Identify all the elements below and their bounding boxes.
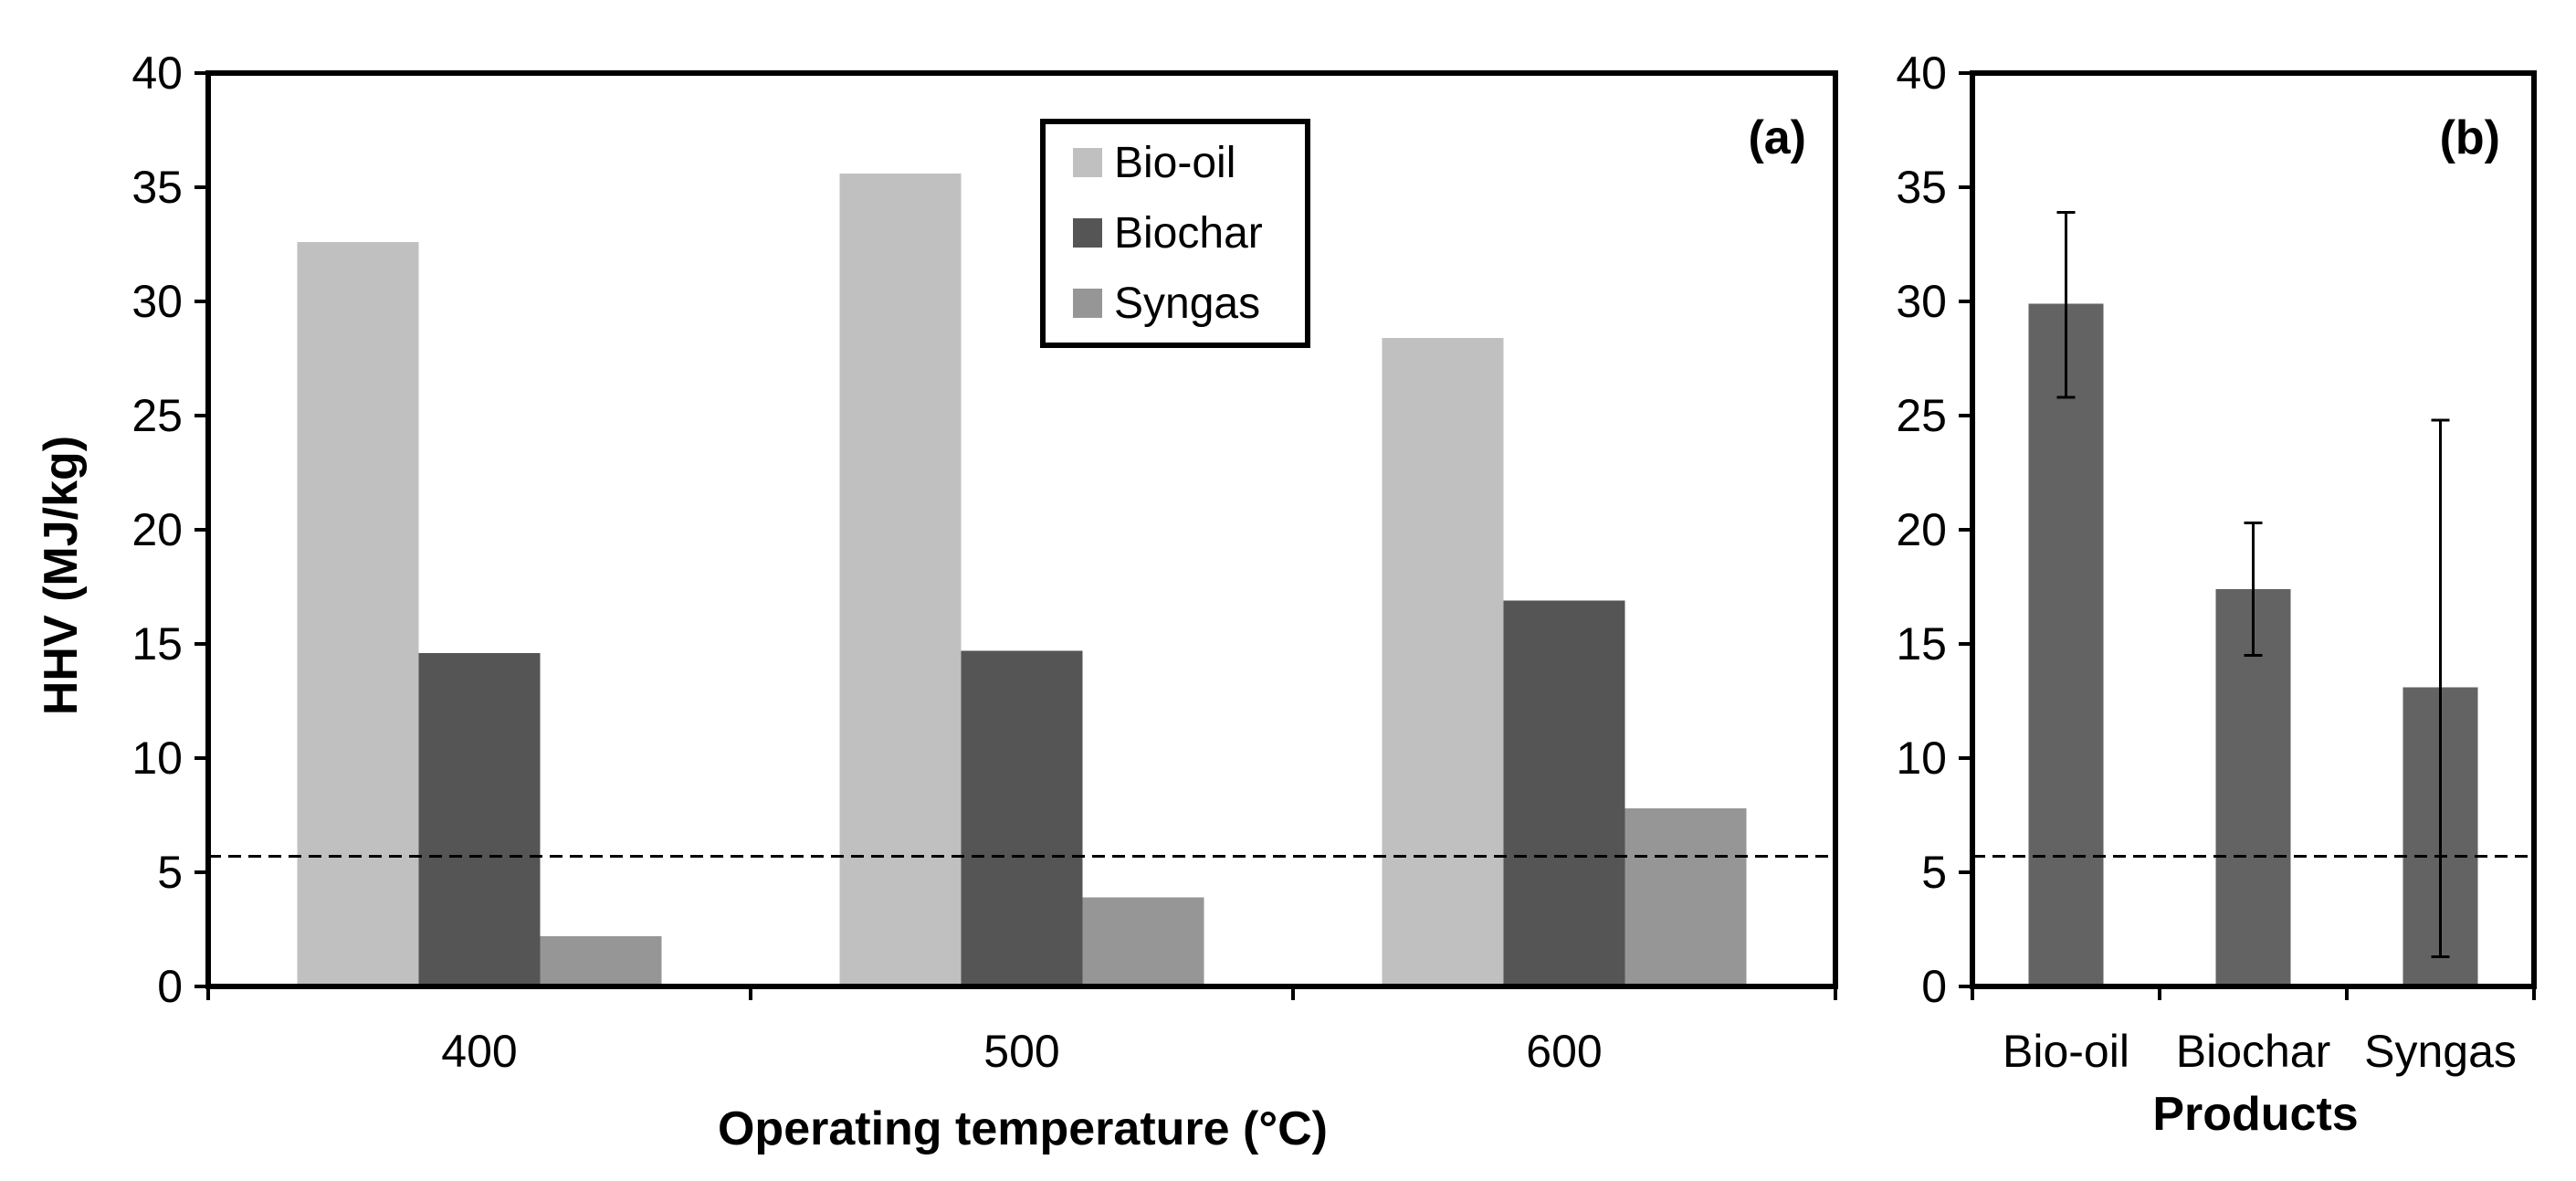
- panel-b-x-ticks: Bio-oil Biochar Syngas: [1971, 986, 2536, 1077]
- panel-b-y-tick-label: 20: [1896, 504, 1947, 555]
- panel-a-y-axis-title: HHV (MJ/kg): [35, 436, 88, 715]
- panel-a-y-tick-label: 20: [131, 504, 183, 555]
- panel-b-x-tick-label: Syngas: [2364, 1026, 2517, 1077]
- bar-bio-oil-500: [839, 174, 962, 986]
- panel-a-x-tick-label: 500: [983, 1026, 1059, 1077]
- panel-a-y-tick-label: 0: [157, 961, 183, 1012]
- panel-b-y-ticks: 0 5 10 15 20 25 30 35 40: [1896, 47, 1972, 1012]
- bar-bio-oil: [2028, 303, 2104, 986]
- panel-a-legend: Bio-oil Biochar Syngas: [1040, 119, 1310, 348]
- legend-swatch-syngas: [1073, 289, 1102, 318]
- panel-b-x-tick-label: Bio-oil: [2003, 1026, 2129, 1077]
- panel-a-y-tick-label: 5: [157, 847, 183, 898]
- panel-a-x-axis-title: Operating temperature (°C): [718, 1102, 1328, 1155]
- panel-a-x-tick-label: 400: [441, 1026, 517, 1077]
- panel-b-y-tick-label: 40: [1896, 47, 1947, 99]
- panel-b-y-tick-label: 30: [1896, 276, 1947, 327]
- panel-a-y-tick-label: 15: [131, 618, 183, 670]
- legend-swatch-bio-oil: [1073, 148, 1102, 177]
- panel-a-bars: [297, 174, 1747, 986]
- panel-a-x-tick-label: 600: [1526, 1026, 1602, 1077]
- panel-b-error-bars: [2056, 211, 2450, 958]
- panel-b-y-tick-label: 0: [1921, 961, 1947, 1012]
- bar-syngas-600: [1624, 808, 1747, 986]
- panel-a-x-ticks: 400 500 600: [206, 986, 1837, 1077]
- bar-syngas-500: [1082, 897, 1204, 986]
- panel-b-y-tick-label: 25: [1896, 390, 1947, 441]
- legend-swatch-biochar: [1073, 218, 1102, 248]
- panel-a-y-tick-label: 10: [131, 733, 183, 784]
- panel-b-y-tick-label: 10: [1896, 733, 1947, 784]
- chart-panel-a: 0 5 10 15 20 25 30 35 40 400 500 600 (a) Operating…: [35, 47, 1838, 1155]
- panel-a-y-tick-label: 35: [131, 162, 183, 213]
- legend-label-biochar: Biochar: [1114, 209, 1263, 258]
- panel-a-y-tick-label: 25: [131, 390, 183, 441]
- panel-b-x-axis-title: Products: [2152, 1088, 2358, 1141]
- bar-bio-oil-600: [1382, 338, 1504, 986]
- chart-panel-b: 0 5 10 15 20 25 30 35 40 Bio-oil Biochar Syngas (b…: [1896, 47, 2537, 1141]
- panel-b-y-tick-label: 5: [1921, 847, 1947, 898]
- panel-b-x-tick-label: Biochar: [2176, 1026, 2331, 1077]
- bar-biochar-500: [961, 650, 1083, 986]
- panel-b-y-tick-label: 15: [1896, 618, 1947, 670]
- panel-b-bars: [2028, 303, 2478, 986]
- panel-a-y-tick-label: 40: [131, 47, 183, 99]
- panel-a-y-ticks: 0 5 10 15 20 25 30 35 40: [131, 47, 208, 1012]
- bar-syngas-400: [540, 936, 662, 986]
- panel-a-y-tick-label: 30: [131, 276, 183, 327]
- panel-a-label: (a): [1748, 111, 1806, 164]
- bar-biochar-400: [418, 653, 541, 986]
- panel-b-y-tick-label: 35: [1896, 162, 1947, 213]
- bar-biochar-600: [1503, 600, 1625, 986]
- bar-bio-oil-400: [297, 242, 419, 986]
- panel-b-label: (b): [2440, 111, 2500, 164]
- legend-label-syngas: Syngas: [1114, 279, 1260, 328]
- legend-label-bio-oil: Bio-oil: [1114, 139, 1235, 187]
